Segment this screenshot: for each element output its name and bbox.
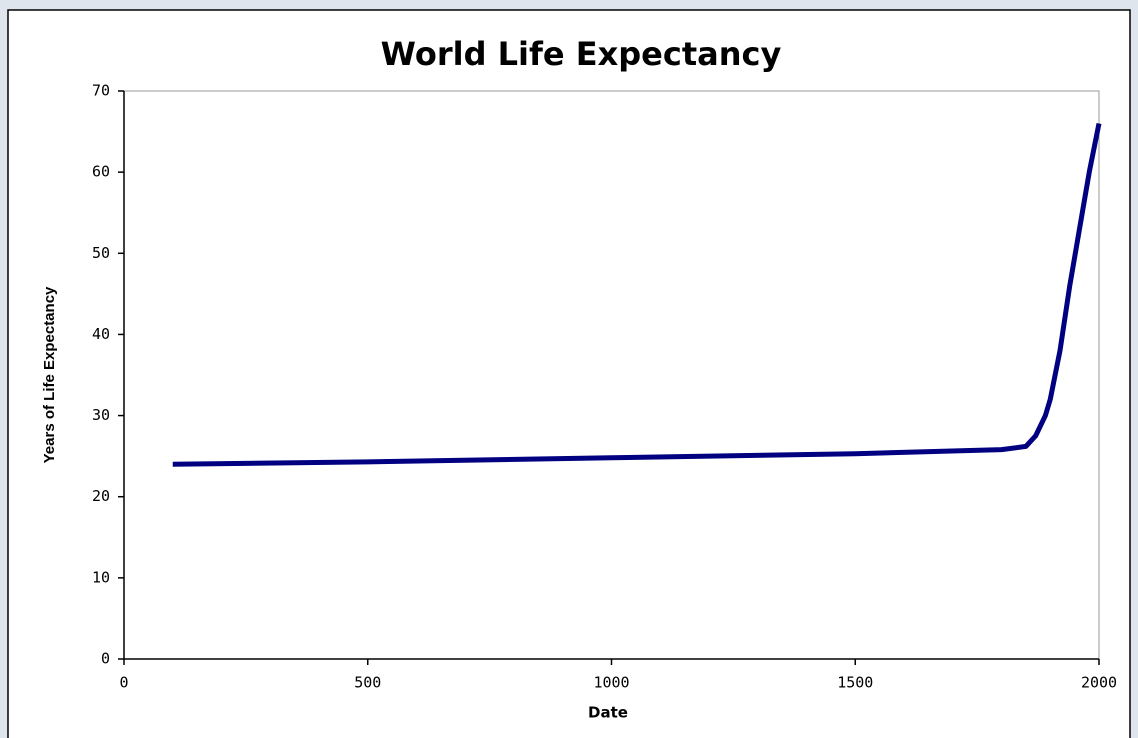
y-tick-label: 40 xyxy=(92,325,110,343)
chart-frame xyxy=(7,9,1131,738)
x-tick-label: 500 xyxy=(354,674,381,692)
y-tick-label: 0 xyxy=(101,650,110,668)
x-tick-label: 1500 xyxy=(837,674,873,692)
y-tick-label: 10 xyxy=(92,568,110,586)
y-tick-label: 70 xyxy=(92,82,110,100)
line-series xyxy=(172,122,1102,467)
y-tick-label: 30 xyxy=(92,406,110,424)
x-tick-label: 1000 xyxy=(593,674,629,692)
chart-title: World Life Expectancy xyxy=(381,35,782,73)
y-tick-label: 20 xyxy=(92,487,110,505)
x-tick-label: 2000 xyxy=(1081,674,1117,692)
y-axis-label: Years of Life Expectancy xyxy=(41,286,58,463)
y-tick-label: 60 xyxy=(92,163,110,181)
x-axis-label: Date xyxy=(588,704,628,722)
x-tick-label: 0 xyxy=(119,674,128,692)
y-tick-label: 50 xyxy=(92,244,110,262)
